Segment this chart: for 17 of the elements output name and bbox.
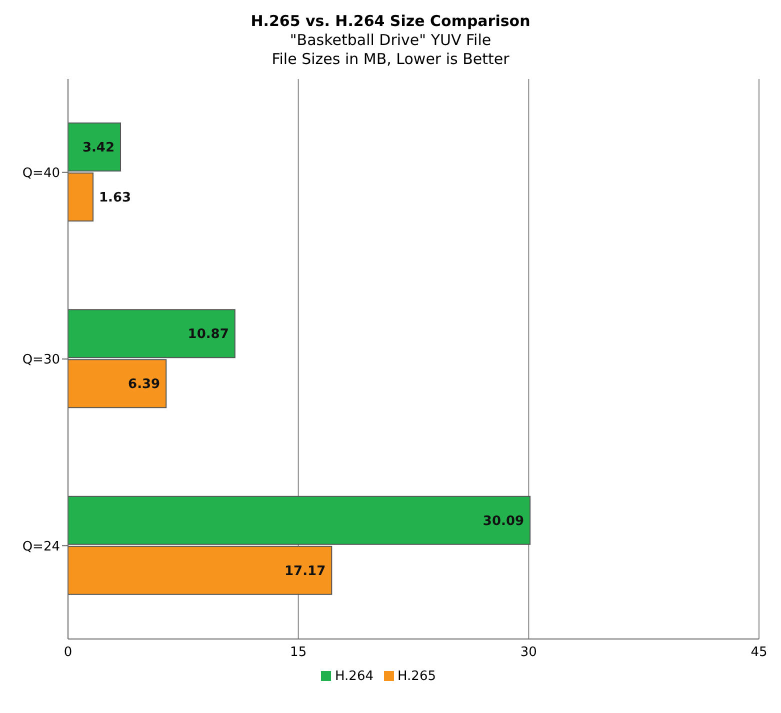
x-tick-label: 30 [520,645,537,660]
y-tick-label: Q=30 [22,352,60,368]
chart-title: H.265 vs. H.264 Size Comparison [250,12,532,31]
data-label: 30.09 [482,514,524,529]
x-tick-label: 45 [750,645,768,660]
legend-label: H.265 [398,669,436,684]
chart-subtitle: "Basketball Drive" YUV File File Sizes in MB, Lower is Better [270,31,510,69]
data-label: 3.42 [82,140,115,156]
data-label: 1.63 [99,190,132,206]
legend-label: H.264 [335,669,374,684]
y-tick-label: Q=24 [22,539,60,554]
x-tick-label: 15 [290,645,307,660]
data-label: 10.87 [188,327,229,342]
x-tick-label: 0 [64,645,72,660]
data-label: 17.17 [284,564,326,579]
y-tick-label: Q=40 [22,166,60,181]
data-label: 6.39 [128,377,160,392]
